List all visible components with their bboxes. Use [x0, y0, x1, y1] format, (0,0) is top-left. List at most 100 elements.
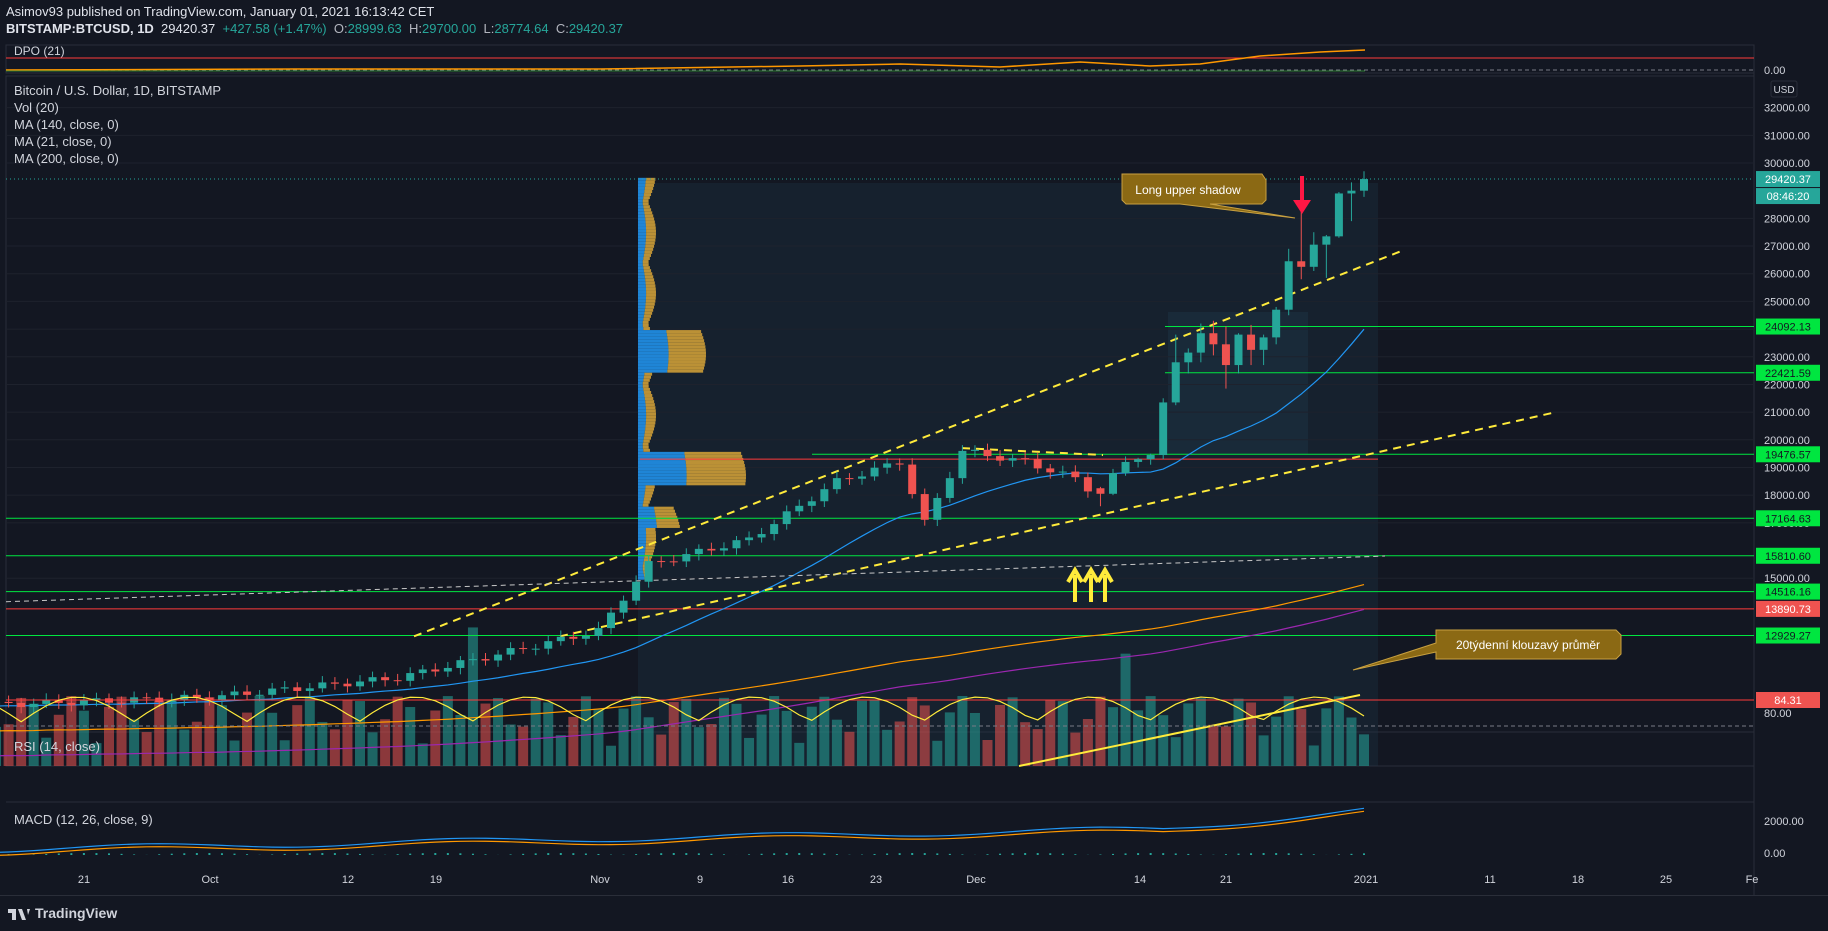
volume-profile-bar: [646, 303, 655, 306]
x-tick-label: 12: [342, 874, 354, 886]
candle-body: [695, 549, 703, 554]
volume-bar: [857, 701, 867, 766]
candle-body: [620, 601, 628, 613]
volume-profile-bar: [686, 479, 745, 482]
volume-bar: [920, 705, 930, 766]
rsi-tick-label: 80.00: [1764, 708, 1792, 720]
volume-profile-bar: [643, 260, 649, 263]
volume-profile-bar: [646, 287, 656, 290]
price-tag-label: 13890.73: [1765, 604, 1811, 616]
price-tag-label: 14516.16: [1765, 587, 1811, 599]
candle-body: [1109, 473, 1117, 494]
x-tick-label: 19: [430, 874, 442, 886]
volume-profile-bar: [646, 281, 655, 284]
volume-profile-bar: [686, 464, 745, 467]
volume-profile-bar: [646, 415, 656, 418]
volume-profile-bar: [638, 181, 646, 184]
candle-body: [1134, 459, 1142, 462]
candle-body: [946, 478, 954, 498]
tradingview-logo[interactable]: TradingView: [8, 905, 117, 921]
volume-profile-bar: [638, 391, 644, 394]
candle-body: [281, 687, 289, 688]
volume-profile-bar: [643, 205, 650, 208]
volume-profile-bar: [638, 418, 646, 421]
volume-profile-bar: [646, 224, 656, 227]
x-tick-label: 21: [78, 874, 90, 886]
candle-body: [971, 450, 979, 451]
volume-profile-bar: [646, 403, 655, 406]
volume-profile-bar: [638, 321, 643, 324]
volume-profile-bar: [638, 479, 686, 482]
candle-body: [494, 655, 502, 661]
candle-body: [519, 648, 527, 649]
volume-profile-bar: [638, 348, 669, 351]
ma21-legend: MA (21, close, 0): [14, 134, 112, 149]
volume-profile-bar: [666, 330, 701, 333]
volume-profile-bar: [638, 190, 644, 193]
candle-body: [1209, 333, 1217, 344]
candle-body: [594, 628, 602, 636]
volume-profile-bar: [646, 546, 655, 549]
volume-profile-bar: [643, 318, 649, 321]
volume-profile-bar: [646, 284, 656, 287]
volume-bar: [807, 707, 817, 766]
volume-bar: [142, 732, 152, 766]
volume-profile-bar: [638, 227, 646, 230]
volume-profile-bar: [638, 211, 644, 214]
volume-profile-bar: [638, 498, 644, 501]
volume-profile-bar: [654, 507, 674, 510]
volume-profile-bar: [645, 248, 653, 251]
candle-body: [845, 478, 853, 479]
candle-body: [1347, 191, 1355, 194]
candle-body: [733, 540, 741, 548]
candle-body: [1247, 335, 1255, 350]
volume-profile-bar: [645, 491, 653, 494]
volume-bar: [217, 705, 227, 766]
candle-body: [1071, 472, 1079, 478]
volume-bar: [1234, 699, 1244, 766]
volume-profile-bar: [646, 485, 655, 488]
volume-profile-bar: [638, 467, 686, 470]
volume-profile-bar: [638, 184, 645, 187]
volume-bar: [543, 702, 553, 766]
volume-bar: [355, 701, 365, 766]
candle-body: [507, 648, 515, 655]
volume-bar: [732, 704, 742, 766]
volume-profile-bar: [643, 199, 649, 202]
volume-profile-bar: [638, 224, 646, 227]
volume-profile-bar: [638, 540, 646, 543]
candle-body: [896, 463, 904, 464]
volume-bar: [957, 696, 967, 766]
volume-profile-bar: [638, 275, 645, 278]
candle-body: [657, 561, 665, 562]
dpo-tick: 0.00: [1764, 65, 1785, 77]
volume-profile-bar: [646, 421, 656, 424]
volume-profile-bar: [638, 330, 666, 333]
dpo-legend: DPO (21): [14, 44, 65, 58]
volume-profile-bar: [638, 239, 646, 242]
x-tick-label: 11: [1484, 874, 1495, 886]
volume-profile-bar: [638, 394, 644, 397]
close-value: 29420.37: [569, 21, 623, 36]
macd-tick-label: 2000.00: [1764, 816, 1804, 828]
volume-bar: [719, 698, 729, 766]
volume-bar: [882, 730, 892, 766]
volume-bar: [631, 696, 641, 766]
volume-profile-bar: [638, 382, 643, 385]
volume-bar: [1108, 707, 1118, 766]
volume-profile-bar: [646, 239, 656, 242]
volume-profile-bar: [643, 385, 649, 388]
volume-profile-bar: [638, 488, 645, 491]
volume-bar: [167, 700, 177, 766]
volume-bar: [769, 696, 779, 766]
candle-body: [1297, 261, 1305, 267]
candle-body: [1172, 362, 1180, 402]
volume-profile-bar: [638, 543, 646, 546]
volume-profile-bar: [644, 434, 652, 437]
x-tick-label: Nov: [590, 874, 610, 886]
candle-body: [356, 681, 364, 686]
volume-profile-bar: [638, 315, 644, 318]
volume-profile-bar: [638, 534, 646, 537]
volume-profile-bar: [668, 367, 704, 370]
